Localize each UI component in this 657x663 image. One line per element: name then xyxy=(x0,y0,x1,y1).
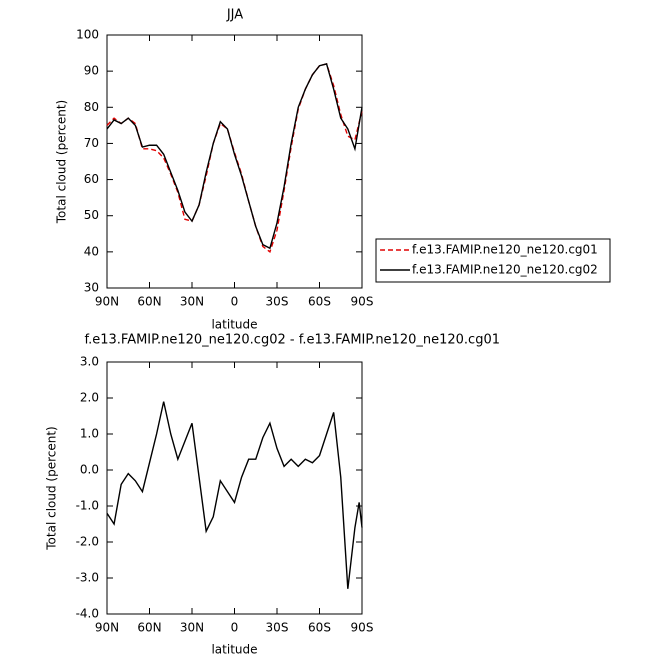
y-tick-label: 40 xyxy=(84,244,99,258)
plot-frame xyxy=(106,34,363,289)
x-tick-label: 30N xyxy=(180,295,204,309)
y-tick-label: -4.0 xyxy=(76,607,99,621)
x-tick-label: 60N xyxy=(137,295,161,309)
x-tick-label: 90S xyxy=(351,621,374,635)
y-axis-label: Total cloud (percent) xyxy=(45,426,59,550)
x-tick-label: 0 xyxy=(231,295,239,309)
chart-title: JJA xyxy=(226,8,243,23)
y-tick-label: -2.0 xyxy=(76,535,99,549)
data-line xyxy=(106,401,363,589)
y-tick-label: 70 xyxy=(84,136,99,150)
y-tick-label: 30 xyxy=(84,281,99,295)
x-axis-label: latitude xyxy=(211,643,257,657)
chart-title: f.e13.FAMIP.ne120_ne120.cg02 - f.e13.FAM… xyxy=(84,333,500,348)
x-tick-label: 60S xyxy=(308,295,331,309)
plot-frame xyxy=(106,361,363,615)
y-axis-label: Total cloud (percent) xyxy=(55,100,69,224)
y-tick-label: 100 xyxy=(76,28,99,42)
y-tick-label: 80 xyxy=(84,100,99,114)
x-tick-label: 30N xyxy=(180,621,204,635)
x-tick-label: 0 xyxy=(231,621,239,635)
x-tick-label: 90N xyxy=(95,621,119,635)
x-tick-label: 60N xyxy=(137,621,161,635)
x-axis-label: latitude xyxy=(211,318,257,332)
y-tick-label: -3.0 xyxy=(76,571,99,585)
y-tick-label: 3.0 xyxy=(80,355,99,369)
data-line xyxy=(106,63,363,250)
y-tick-label: 50 xyxy=(84,208,99,222)
x-tick-label: 30S xyxy=(266,621,289,635)
y-tick-label: 2.0 xyxy=(80,391,99,405)
x-tick-label: 30S xyxy=(266,295,289,309)
x-tick-label: 90S xyxy=(351,295,374,309)
y-tick-label: 90 xyxy=(84,64,99,78)
y-tick-label: -1.0 xyxy=(76,499,99,513)
x-tick-label: 60S xyxy=(308,621,331,635)
y-tick-label: 60 xyxy=(84,172,99,186)
y-tick-label: 0.0 xyxy=(80,463,99,477)
data-line xyxy=(106,63,363,254)
legend-label: f.e13.FAMIP.ne120_ne120.cg02 xyxy=(412,263,598,277)
legend-box xyxy=(375,238,611,283)
y-tick-label: 1.0 xyxy=(80,427,99,441)
x-tick-label: 90N xyxy=(95,295,119,309)
legend-label: f.e13.FAMIP.ne120_ne120.cg01 xyxy=(412,243,598,257)
